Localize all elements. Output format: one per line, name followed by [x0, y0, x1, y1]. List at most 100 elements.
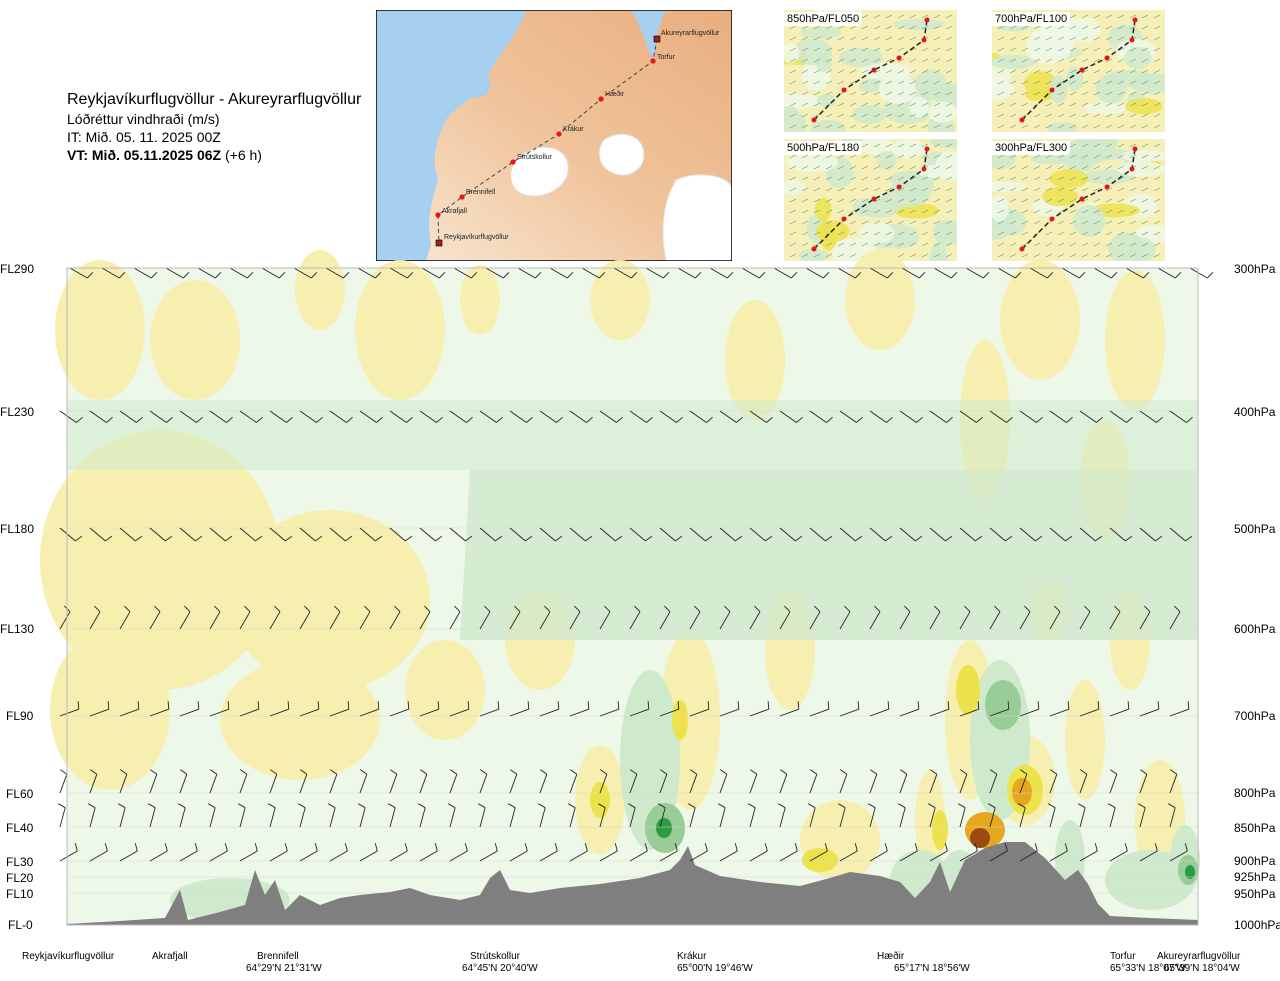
- thumb-barb: [849, 113, 857, 118]
- thumb-barb: [873, 25, 881, 30]
- thumbnail-300[interactable]: 300hPa/FL300: [967, 124, 1174, 265]
- thumb-barb: [789, 165, 797, 170]
- thumb-barb: [921, 102, 929, 107]
- thumb-blob: [989, 54, 1036, 70]
- thumb-barb: [849, 36, 857, 41]
- thumb-barb: [997, 176, 1005, 181]
- thumb-blob: [838, 47, 884, 68]
- thumb-barb: [885, 58, 893, 63]
- thumb-barb: [1057, 220, 1065, 225]
- thumb-barb: [1045, 242, 1053, 247]
- thumb-barb: [1009, 165, 1017, 170]
- wind-barb: [709, 267, 734, 279]
- thumb-barb: [885, 102, 893, 107]
- thumb-barb: [1105, 198, 1113, 203]
- thumb-barb: [1153, 102, 1161, 107]
- thumbnail-700[interactable]: 700hPa/FL100: [973, 10, 1177, 134]
- wind-barb: [269, 701, 290, 717]
- thumb-barb: [1105, 165, 1113, 170]
- wind-barb: [389, 527, 413, 542]
- thumb-point: [1019, 117, 1025, 123]
- velocity-contour: [1105, 270, 1165, 410]
- wind-barb: [869, 410, 893, 423]
- wind-barb: [899, 769, 908, 794]
- thumb-barb: [1069, 58, 1077, 63]
- thumb-barb: [1057, 113, 1065, 118]
- thumb-barb: [945, 36, 953, 41]
- wind-barb: [719, 410, 743, 423]
- wind-barb: [1168, 803, 1176, 828]
- wind-barb: [1019, 769, 1028, 794]
- thumb-barb: [945, 58, 953, 63]
- thumb-barb: [1021, 231, 1029, 236]
- thumb-point: [1079, 67, 1085, 73]
- velocity-contour: [460, 470, 1198, 640]
- velocity-contour: [590, 782, 610, 818]
- thumb-barb: [897, 14, 905, 19]
- thumb-barb: [1057, 187, 1065, 192]
- thumb-barb: [873, 242, 881, 247]
- thumb-barb: [909, 143, 917, 148]
- wind-barb: [959, 605, 971, 630]
- wind-barb: [479, 605, 491, 630]
- thumb-barb: [1081, 124, 1089, 129]
- thumb-barb: [801, 113, 809, 118]
- wind-barb: [299, 527, 323, 542]
- thumb-barb: [873, 231, 881, 236]
- thumb-barb: [789, 80, 797, 85]
- thumb-barb: [945, 14, 953, 19]
- fl-label: FL40: [6, 821, 34, 835]
- thumb-barb: [813, 253, 821, 258]
- thumb-barb: [1057, 209, 1065, 214]
- thumb-barb: [1057, 47, 1065, 52]
- thumb-barb: [1009, 113, 1017, 118]
- location-coord: 65°33'N 18°07'W: [1110, 963, 1186, 974]
- wind-barb: [929, 843, 948, 862]
- thumb-barb: [1093, 14, 1101, 19]
- wind-barb: [689, 701, 710, 717]
- vertical-velocity-field: [40, 250, 1200, 922]
- thumb-barb: [885, 154, 893, 159]
- thumb-barb: [933, 102, 941, 107]
- thumb-barb: [1045, 36, 1053, 41]
- thumb-barb: [1141, 69, 1149, 74]
- wind-barb: [299, 769, 308, 794]
- thumb-barb: [1069, 25, 1077, 30]
- wind-barb: [509, 605, 521, 630]
- thumb-barb: [997, 47, 1005, 52]
- thumb-barb: [837, 187, 845, 192]
- thumb-barb: [1105, 58, 1113, 63]
- thumb-barb: [1129, 253, 1137, 258]
- location-coord: 65°17'N 18°56'W: [894, 963, 970, 974]
- thumbnail-500-label: 500hPa/FL180: [784, 141, 863, 155]
- thumb-barb: [837, 165, 845, 170]
- thumb-barb: [1069, 14, 1077, 19]
- thumb-barb: [885, 231, 893, 236]
- wind-barb: [268, 803, 276, 828]
- wind-barb: [119, 843, 138, 862]
- fl-label: FL130: [0, 622, 35, 636]
- thumb-barb: [813, 25, 821, 30]
- map-point-label: Akureyrarflugvöllur: [661, 30, 720, 37]
- thumb-barb: [1081, 80, 1089, 85]
- thumb-barb: [1057, 102, 1065, 107]
- thumb-barb: [945, 25, 953, 30]
- wind-barb: [958, 803, 966, 828]
- wind-barb: [1078, 803, 1086, 828]
- route-title: Reykjavíkurflugvöllur - Akureyrarflugvöl…: [67, 91, 362, 108]
- wind-barb: [629, 769, 638, 794]
- thumb-barb: [1081, 102, 1089, 107]
- thumb-barb: [1153, 91, 1161, 96]
- thumb-barb: [1009, 253, 1017, 258]
- velocity-contour: [932, 810, 948, 850]
- thumb-barb: [1057, 154, 1065, 159]
- wind-barb: [1139, 410, 1163, 423]
- wind-barb: [599, 605, 611, 630]
- wind-barb: [358, 803, 366, 828]
- thumb-barb: [873, 124, 881, 129]
- thumb-barb: [849, 124, 857, 129]
- velocity-contour: [295, 250, 345, 330]
- thumb-barb: [921, 91, 929, 96]
- thumb-barb: [1021, 80, 1029, 85]
- location-label: Akrafjall: [152, 951, 188, 963]
